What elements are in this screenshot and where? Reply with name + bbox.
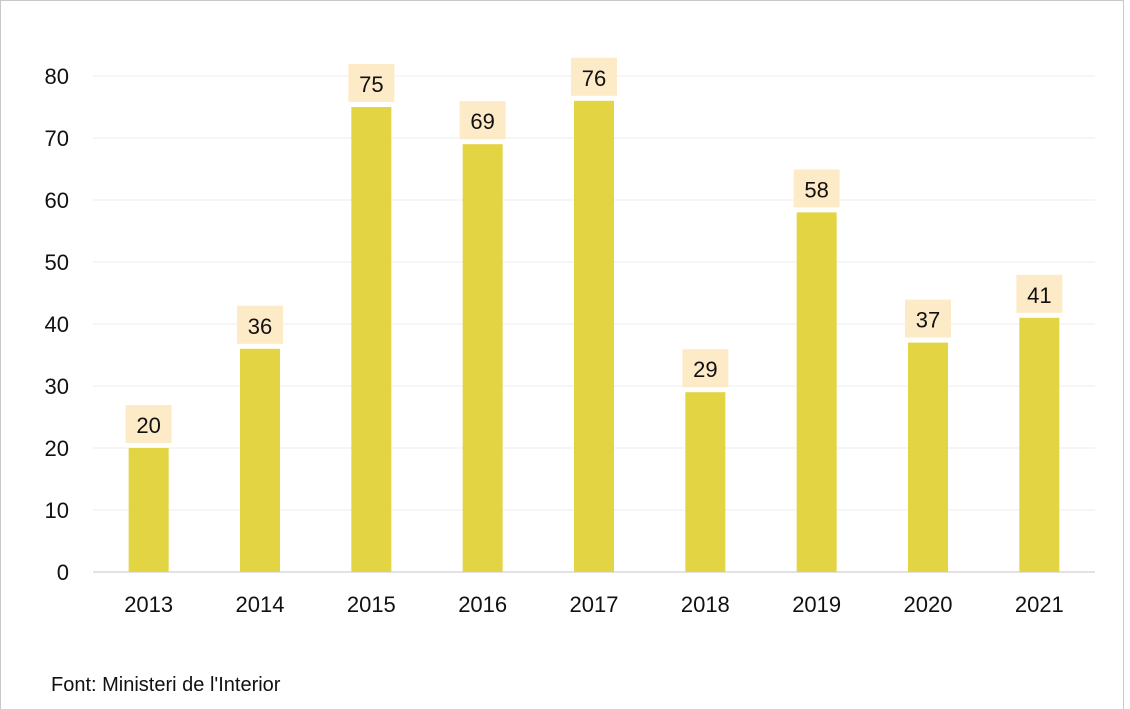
- bar-chart: 0 10 20 30 40 50 60 70 80 20 2013 36 2014 75 2015 69 201…: [45, 57, 1095, 617]
- bar: [908, 342, 948, 572]
- y-tick-label: 50: [45, 250, 69, 275]
- bar: [240, 348, 280, 572]
- data-label-bg: [348, 64, 395, 102]
- source-note: Font: Ministeri de l'Interior: [51, 674, 281, 696]
- data-label: 76: [582, 66, 606, 91]
- data-label-bg: [1016, 274, 1063, 313]
- data-label-bg: [571, 57, 617, 96]
- y-tick-label: 20: [45, 436, 69, 461]
- bar: [1019, 317, 1060, 572]
- y-tick-label: 40: [45, 312, 69, 337]
- x-tick-label: 2020: [904, 592, 953, 617]
- bar: [351, 107, 392, 572]
- y-tick-label: 10: [45, 498, 69, 523]
- y-tick-label: 30: [45, 374, 69, 399]
- data-label: 20: [136, 413, 160, 438]
- y-tick-label: 70: [45, 126, 69, 151]
- bar: [574, 100, 614, 573]
- bar: [128, 448, 169, 572]
- x-tick-label: 2014: [236, 592, 285, 617]
- y-tick-label: 80: [45, 64, 69, 89]
- x-tick-label: 2018: [681, 592, 730, 617]
- data-label: 36: [248, 314, 272, 339]
- x-tick-label: 2016: [458, 592, 507, 617]
- bar: [462, 144, 503, 572]
- data-label-bg: [237, 305, 283, 344]
- x-tick-label: 2013: [124, 592, 173, 617]
- data-label: 41: [1027, 283, 1051, 308]
- y-tick-label: 0: [57, 560, 69, 585]
- data-label-bg: [682, 349, 729, 388]
- data-label: 69: [470, 109, 494, 134]
- x-tick-label: 2019: [792, 592, 841, 617]
- data-label: 37: [916, 308, 940, 333]
- bar: [685, 392, 726, 572]
- x-tick-label: 2021: [1015, 592, 1064, 617]
- bar: [796, 212, 837, 572]
- data-label-bg: [793, 169, 840, 208]
- x-tick-label: 2015: [347, 592, 396, 617]
- data-label: 29: [693, 357, 717, 382]
- data-label: 75: [359, 72, 383, 97]
- y-tick-label: 60: [45, 188, 69, 213]
- data-label: 58: [804, 177, 828, 202]
- data-label-bg: [459, 101, 506, 140]
- data-label-bg: [905, 299, 951, 338]
- x-tick-label: 2017: [570, 592, 619, 617]
- data-label-bg: [125, 405, 172, 443]
